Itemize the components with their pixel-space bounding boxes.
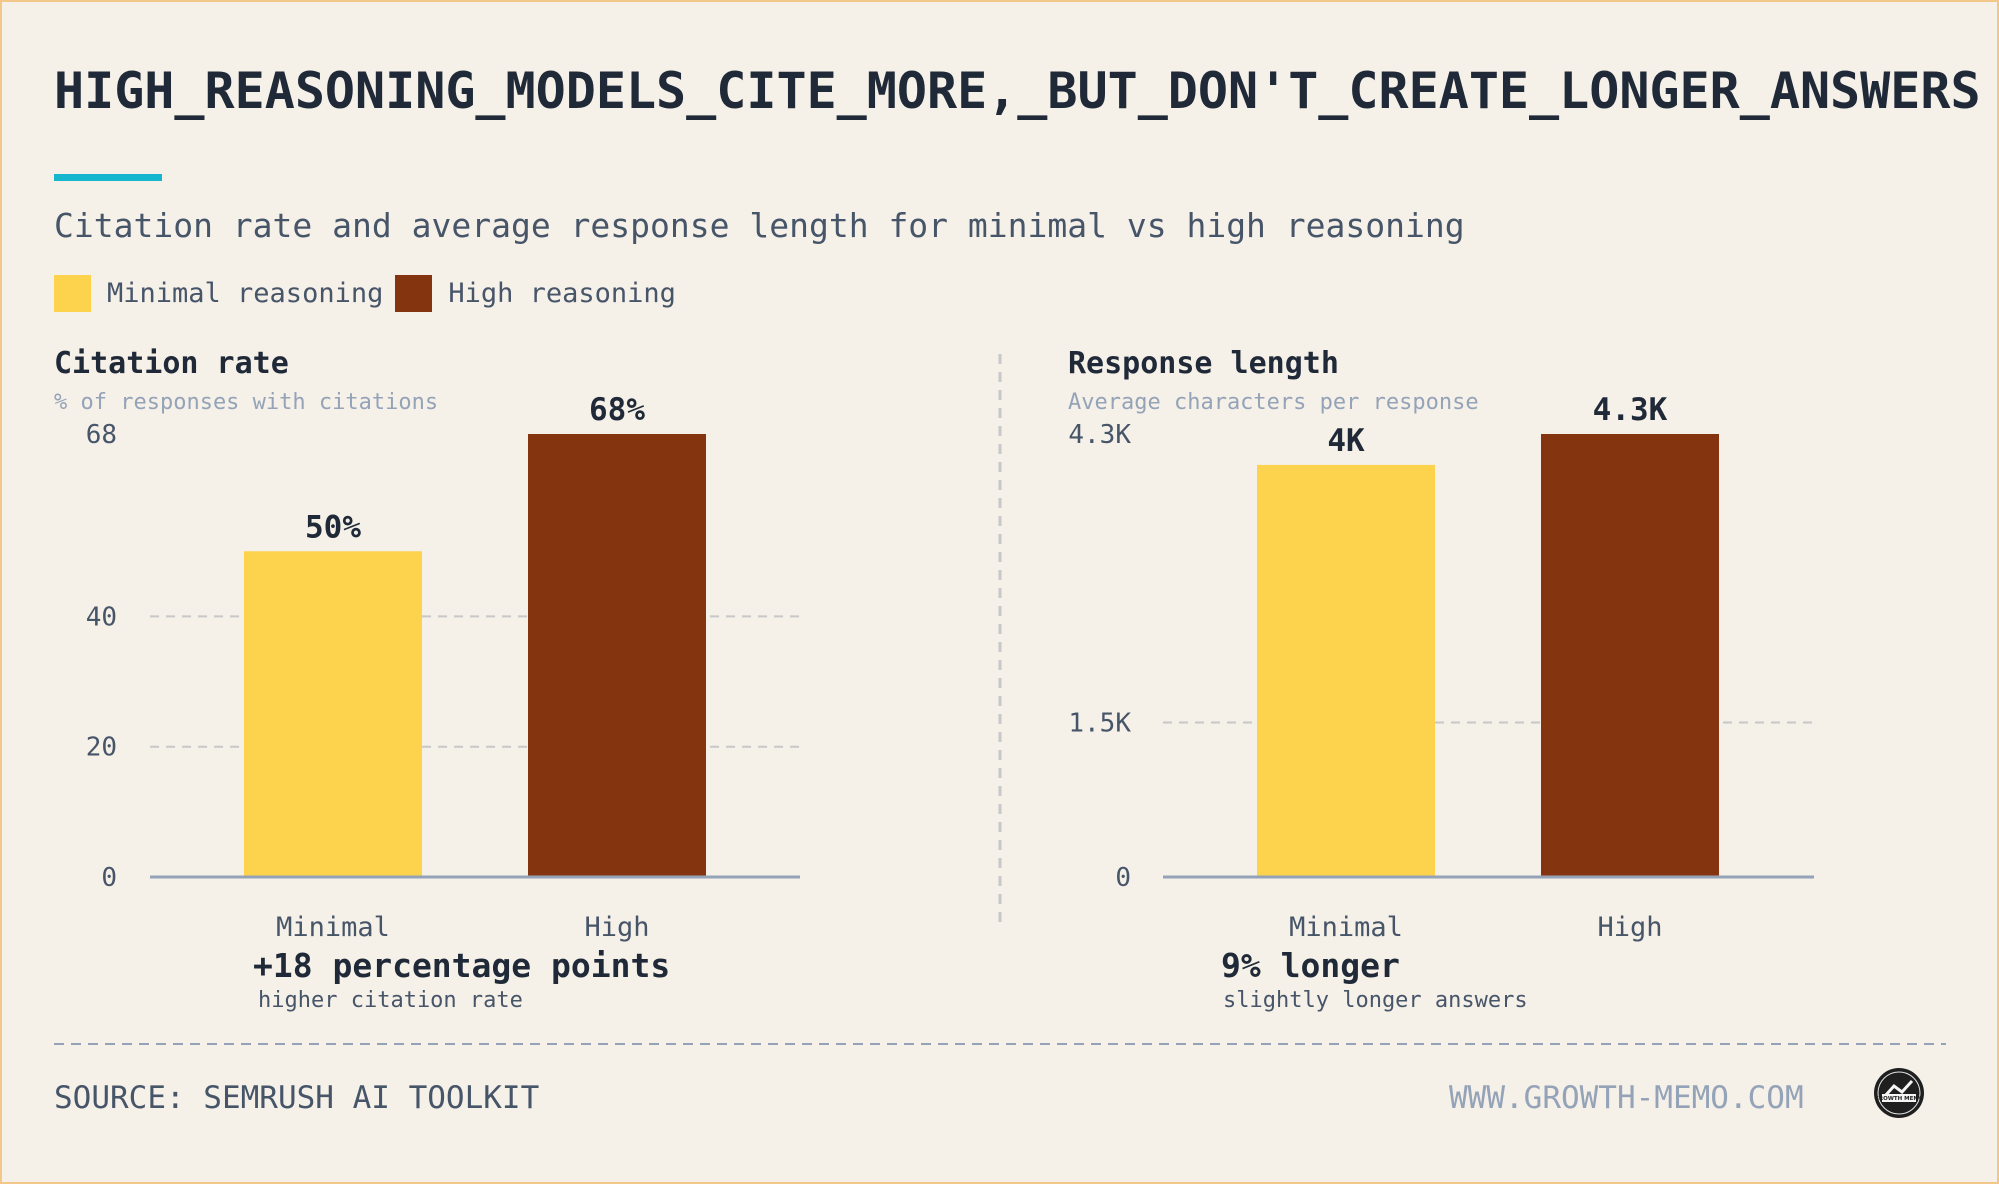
legend-item-high: High reasoning	[395, 274, 676, 312]
title-accent-bar	[54, 174, 162, 181]
chart1-category-label: High	[584, 912, 649, 943]
chart2-value-label: 4.3K	[1593, 392, 1668, 428]
growth-memo-logo-icon: GROWTH MEMO	[1874, 1068, 1924, 1118]
footer-url[interactable]: WWW.GROWTH-MEMO.COM	[1449, 1080, 1804, 1116]
chart1-subtitle: % of responses with citations	[54, 390, 438, 415]
chart1-category-label: Minimal	[276, 912, 390, 943]
chart1-annotation-main: +18 percentage points	[253, 946, 670, 985]
legend-item-minimal: Minimal reasoning	[54, 274, 384, 312]
chart2-subtitle: Average characters per response	[1068, 390, 1479, 415]
legend-swatch-high	[395, 274, 433, 312]
chart2-bar-high	[1541, 434, 1719, 877]
chart2-category-label: High	[1597, 912, 1662, 943]
chart2-title: Response length	[1068, 346, 1339, 381]
legend-label-high: High reasoning	[448, 277, 676, 309]
legend-label-minimal: Minimal reasoning	[107, 277, 384, 309]
chart2-ytick-label: 1.5K	[1068, 708, 1131, 738]
chart2-value-label: 4K	[1327, 423, 1365, 459]
chart1-ytick-label: 40	[86, 602, 117, 632]
chart1-annotation-sub: higher citation rate	[258, 988, 523, 1013]
chart1-bar-high	[528, 434, 706, 877]
chart1-ytick-label: 0	[101, 863, 117, 893]
chart2-annotation-main: 9% longer	[1221, 946, 1400, 985]
chart1-value-label: 68%	[589, 392, 645, 428]
chart2-category-label: Minimal	[1289, 912, 1403, 943]
chart-title: HIGH_REASONING_MODELS_CITE_MORE,_BUT_DON…	[54, 62, 1981, 120]
logo-text: GROWTH MEMO	[1874, 1096, 1923, 1102]
chart-subtitle: Citation rate and average response lengt…	[54, 206, 1465, 245]
legend-swatch-minimal	[54, 274, 91, 312]
chart2-bar-minimal	[1257, 464, 1435, 877]
footer-source: SOURCE: SEMRUSH AI TOOLKIT	[54, 1080, 540, 1116]
chart2-ytick-label: 4.3K	[1068, 420, 1131, 450]
legend: Minimal reasoning High reasoning	[54, 274, 688, 312]
chart1-value-label: 50%	[305, 509, 361, 545]
chart2-annotation-sub: slightly longer answers	[1223, 988, 1528, 1013]
chart2-ytick-label: 0	[1115, 863, 1131, 893]
chart1-title: Citation rate	[54, 346, 289, 381]
chart1-bar-minimal	[244, 551, 422, 877]
chart1-ytick-label: 68	[86, 420, 117, 450]
chart1-ytick-label: 20	[86, 733, 117, 763]
